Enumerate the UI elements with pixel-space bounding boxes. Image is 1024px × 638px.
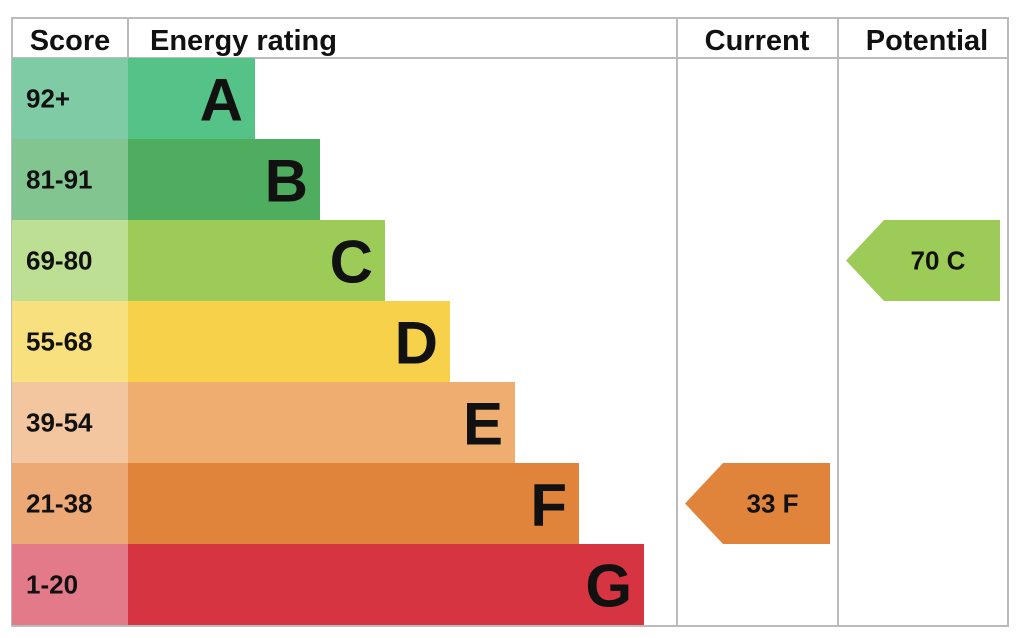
rating-bar-d (128, 301, 450, 382)
score-cell-g (12, 544, 128, 625)
rating-letter-b: B (265, 148, 308, 215)
score-range-e: 39-54 (26, 408, 93, 438)
rating-arrows: 33 F 70 C (685, 220, 1000, 544)
score-cell-a (12, 58, 128, 139)
score-cell-c (12, 220, 128, 301)
rating-letter-f: F (530, 472, 567, 539)
header-potential: Potential (866, 25, 988, 57)
rating-letter-d: D (395, 310, 438, 377)
score-cell-b (12, 139, 128, 220)
rating-bar-g (128, 544, 644, 625)
score-range-d: 55-68 (26, 327, 93, 357)
header-current: Current (705, 25, 810, 57)
rating-letter-g: G (585, 553, 632, 620)
potential-arrow (846, 220, 1000, 301)
header-score: Score (30, 25, 111, 57)
rating-bands: 92+ A 81-91 B 69-80 C 55-68 D 39-54 E 21-38 F 1-20 G (12, 58, 644, 625)
rating-bar-f (128, 463, 579, 544)
rating-letter-c: C (330, 229, 373, 296)
rating-bar-e (128, 382, 515, 463)
rating-letter-a: A (200, 67, 243, 134)
current-rating-label: 33 F (746, 489, 798, 519)
score-range-f: 21-38 (26, 489, 93, 519)
current-arrow (685, 463, 830, 544)
score-range-b: 81-91 (26, 165, 93, 195)
score-cell-d (12, 301, 128, 382)
rating-bar-a (128, 58, 255, 139)
score-range-g: 1-20 (26, 570, 78, 600)
rating-bar-c (128, 220, 385, 301)
score-range-c: 69-80 (26, 246, 93, 276)
score-range-a: 92+ (26, 84, 70, 114)
rating-bar-b (128, 139, 320, 220)
rating-letter-e: E (463, 391, 503, 458)
header-energy-rating: Energy rating (150, 25, 337, 57)
score-cell-f (12, 463, 128, 544)
score-cell-e (12, 382, 128, 463)
potential-rating-label: 70 C (911, 246, 966, 276)
